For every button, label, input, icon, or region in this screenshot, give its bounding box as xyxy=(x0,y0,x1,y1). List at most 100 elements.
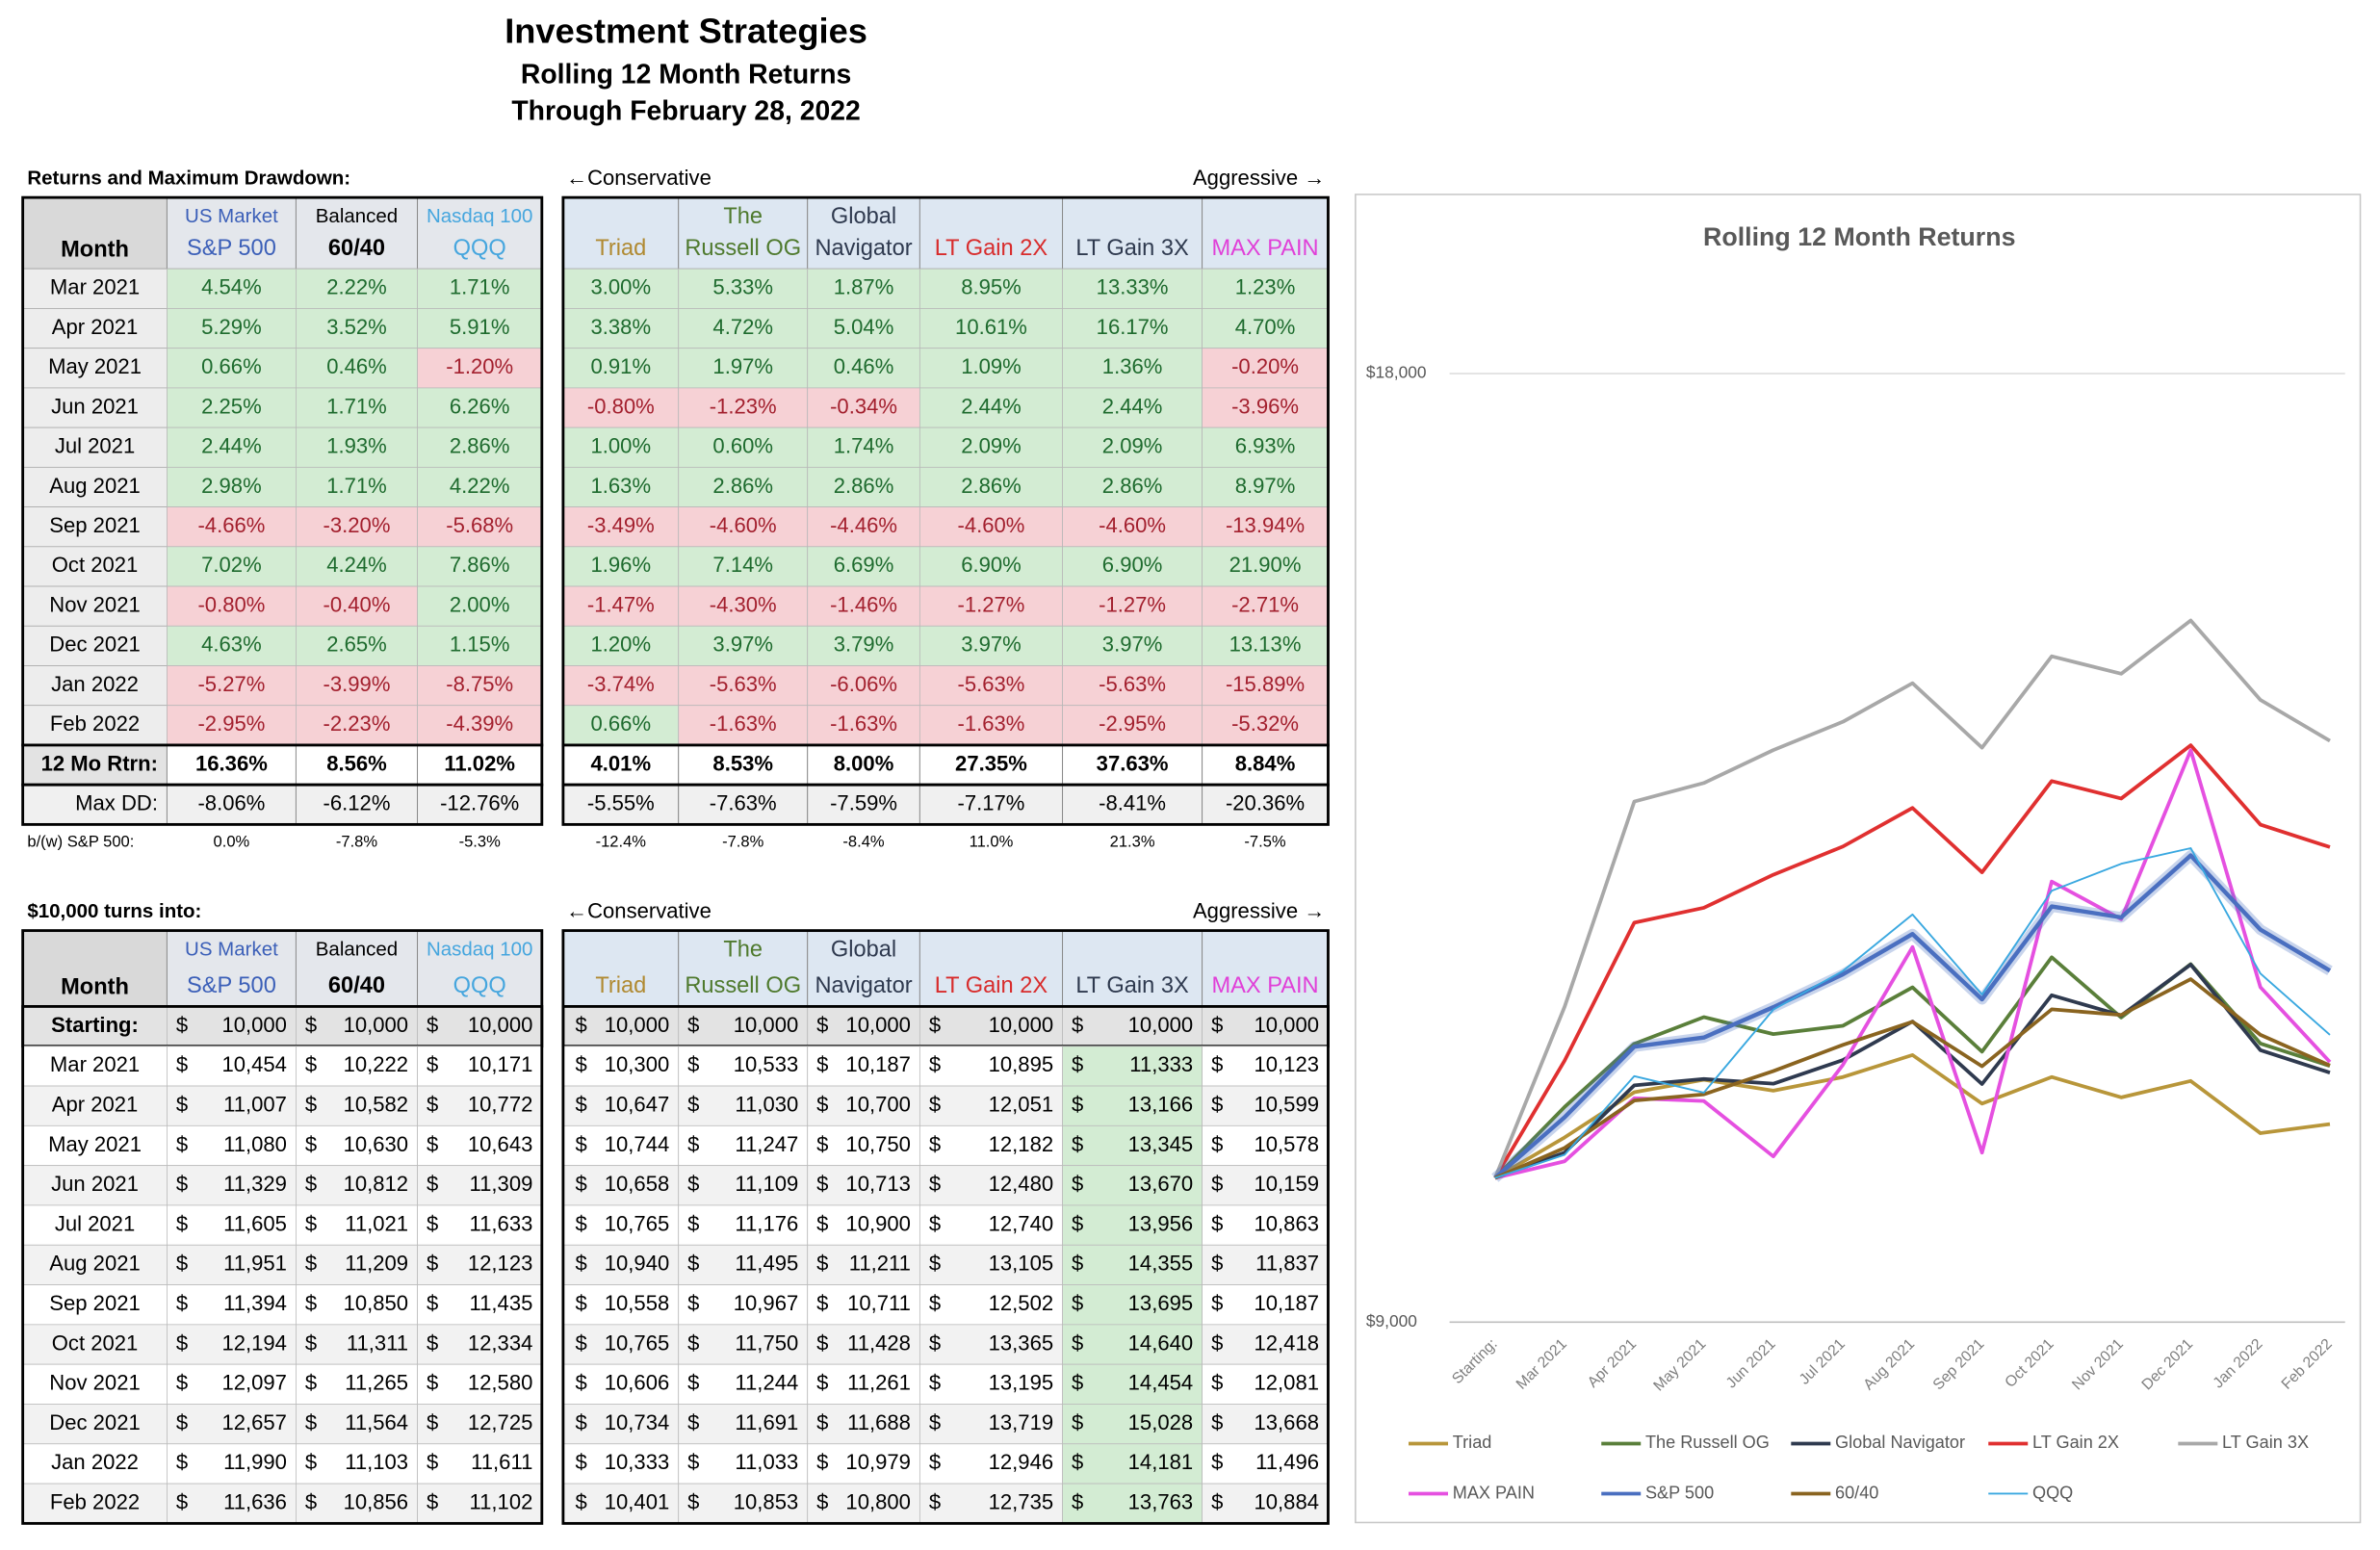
dollar-value: 11,691 xyxy=(735,1410,798,1434)
return-cell xyxy=(562,506,680,548)
value-cell xyxy=(1062,1124,1203,1167)
dollar-value: 10,711 xyxy=(847,1291,911,1315)
return-value: -4.60% xyxy=(710,513,777,537)
month-label: Jan 2022 xyxy=(51,1450,139,1474)
month-cell xyxy=(22,1046,168,1087)
dollar-value: 10,582 xyxy=(344,1093,408,1117)
return-value: 6.69% xyxy=(834,553,894,577)
summary-cell xyxy=(678,784,809,825)
return-value: 2.25% xyxy=(201,394,262,418)
return-cell xyxy=(167,625,297,666)
currency: $ xyxy=(576,1410,587,1434)
return-cell xyxy=(1202,348,1329,389)
currency: $ xyxy=(1211,1172,1223,1196)
return-cell xyxy=(1062,466,1203,507)
header-cell xyxy=(417,196,543,270)
currency: $ xyxy=(576,1450,587,1474)
return-value: 4.63% xyxy=(201,633,262,657)
dollar-value: 10,750 xyxy=(845,1132,910,1156)
header-cell xyxy=(1062,930,1203,1007)
value-cell xyxy=(167,1324,297,1365)
return-value: -5.27% xyxy=(197,672,265,696)
value-cell xyxy=(167,1244,297,1285)
dollar-value: 12,725 xyxy=(468,1410,532,1434)
header-cell xyxy=(295,930,419,1007)
month-label: Oct 2021 xyxy=(52,1330,139,1355)
month-cell xyxy=(22,466,168,507)
return-value: 5.91% xyxy=(450,315,510,339)
header-cell xyxy=(678,196,809,270)
month-cell xyxy=(22,705,168,746)
return-value: 0.66% xyxy=(591,711,652,736)
dollar-value: 10,000 xyxy=(1128,1013,1193,1037)
summary-value: -7.59% xyxy=(830,791,897,815)
currency: $ xyxy=(929,1052,941,1076)
return-cell xyxy=(167,506,297,548)
return-cell xyxy=(678,426,809,468)
dollar-value: 10,647 xyxy=(605,1093,669,1117)
header-top: Nasdaq 100 xyxy=(427,205,532,227)
header-cell xyxy=(807,930,920,1007)
currency: $ xyxy=(176,1132,188,1156)
value-cell xyxy=(417,1443,543,1485)
month-cell xyxy=(22,1165,168,1206)
legend-label: MAX PAIN xyxy=(1453,1483,1535,1502)
header-text: Month xyxy=(61,975,129,1000)
dollar-value: 10,940 xyxy=(605,1252,669,1276)
return-value: -6.06% xyxy=(830,672,897,696)
return-cell xyxy=(562,665,680,707)
dollar-value: 14,640 xyxy=(1128,1330,1193,1355)
return-cell xyxy=(296,546,418,587)
dollar-value: 12,097 xyxy=(221,1371,286,1395)
return-cell xyxy=(562,705,680,746)
summary-value: -7.8% xyxy=(722,833,764,851)
return-cell xyxy=(918,585,1063,627)
dollar-value: 10,900 xyxy=(845,1211,910,1235)
dollar-value: 10,744 xyxy=(605,1132,669,1156)
month-label: Feb 2022 xyxy=(50,1490,140,1514)
summary-cell xyxy=(918,744,1064,786)
return-value: -2.71% xyxy=(1231,592,1299,616)
currency: $ xyxy=(305,1132,317,1156)
summary-value: 11.02% xyxy=(444,751,515,775)
currency: $ xyxy=(305,1490,317,1514)
return-value: 7.14% xyxy=(712,553,773,577)
return-cell xyxy=(807,308,920,349)
summary-value: 11.0% xyxy=(970,833,1014,851)
currency: $ xyxy=(687,1052,699,1076)
return-value: -13.94% xyxy=(1226,513,1305,537)
currency: $ xyxy=(1211,1371,1223,1395)
summary-cell xyxy=(918,784,1064,825)
value-cell xyxy=(918,1324,1063,1365)
return-value: 3.97% xyxy=(712,633,773,657)
return-value: 2.00% xyxy=(450,592,510,616)
return-cell xyxy=(918,546,1063,587)
dollar-value: 11,080 xyxy=(223,1132,287,1156)
return-value: -1.27% xyxy=(1099,592,1166,616)
return-value: -3.96% xyxy=(1231,394,1299,418)
currency: $ xyxy=(1072,1093,1083,1117)
value-cell xyxy=(918,1046,1063,1087)
return-cell xyxy=(1062,268,1203,309)
currency: $ xyxy=(1072,1410,1083,1434)
header-name: MAX PAIN xyxy=(1211,973,1318,998)
header-top: The xyxy=(723,204,763,229)
header-name: QQQ xyxy=(453,973,506,998)
dollar-value: 10,222 xyxy=(344,1052,408,1076)
header-top: US Market xyxy=(185,938,278,960)
return-value: 5.29% xyxy=(201,315,262,339)
return-value: 2.09% xyxy=(1102,434,1163,458)
header-top: Global xyxy=(831,204,896,229)
currency: $ xyxy=(929,1013,941,1037)
dollar-value: 11,007 xyxy=(223,1093,287,1117)
return-value: -2.95% xyxy=(197,711,265,736)
currency: $ xyxy=(305,1013,317,1037)
return-value: -4.39% xyxy=(446,711,513,736)
header-cell xyxy=(678,930,809,1007)
dollar-value: 11,611 xyxy=(471,1450,532,1474)
dollar-value: 10,187 xyxy=(1255,1291,1319,1315)
dollar-value: 10,000 xyxy=(1255,1013,1319,1037)
currency: $ xyxy=(687,1371,699,1395)
summary-value: -5.55% xyxy=(587,791,655,815)
currency: $ xyxy=(176,1450,188,1474)
